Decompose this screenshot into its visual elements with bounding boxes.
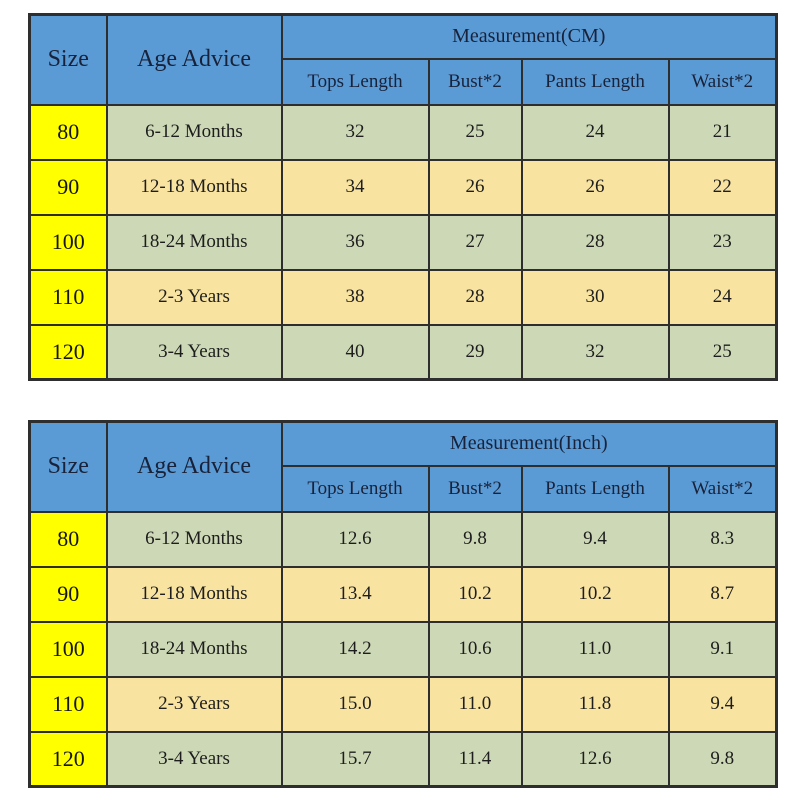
tops-length-column-header: Tops Length (280, 464, 430, 513)
measurement-inch-header: Measurement(Inch) (280, 420, 778, 467)
measurement-value-cell: 24 (667, 268, 778, 326)
age-advice-cell: 18-24 Months (105, 620, 283, 678)
measurement-value-cell: 9.8 (667, 730, 778, 788)
measurement-value-cell: 11.0 (427, 675, 523, 733)
table-row: 110 2-3 Years 38 28 30 24 (28, 268, 778, 326)
measurement-value-cell: 11.4 (427, 730, 523, 788)
measurement-value-cell: 25 (427, 103, 523, 161)
table-row: 90 12-18 Months 13.4 10.2 10.2 8.7 (28, 565, 778, 623)
waist-column-header: Waist*2 (667, 57, 778, 106)
measurement-value-cell: 11.8 (520, 675, 670, 733)
age-advice-cell: 12-18 Months (105, 565, 283, 623)
age-advice-cell: 6-12 Months (105, 103, 283, 161)
measurement-value-cell: 28 (520, 213, 670, 271)
measurement-value-cell: 9.4 (667, 675, 778, 733)
measurement-value-cell: 26 (427, 158, 523, 216)
measurement-value-cell: 23 (667, 213, 778, 271)
age-advice-cell: 3-4 Years (105, 323, 283, 381)
measurement-value-cell: 38 (280, 268, 430, 326)
table-row: 100 18-24 Months 36 27 28 23 (28, 213, 778, 271)
measurement-value-cell: 10.6 (427, 620, 523, 678)
measurement-value-cell: 8.7 (667, 565, 778, 623)
table-row: 80 6-12 Months 12.6 9.8 9.4 8.3 (28, 510, 778, 568)
age-advice-column-header: Age Advice (105, 420, 283, 513)
measurement-value-cell: 27 (427, 213, 523, 271)
header-row-measurement: Size Age Advice Measurement(Inch) (28, 420, 778, 513)
bust-column-header: Bust*2 (427, 57, 523, 106)
measurement-value-cell: 25 (667, 323, 778, 381)
table-row: 80 6-12 Months 32 25 24 21 (28, 103, 778, 161)
measurement-value-cell: 10.2 (520, 565, 670, 623)
measurement-value-cell: 12.6 (280, 510, 430, 568)
size-cell: 120 (28, 730, 108, 788)
table-row: 110 2-3 Years 15.0 11.0 11.8 9.4 (28, 675, 778, 733)
age-advice-cell: 18-24 Months (105, 213, 283, 271)
bust-column-header: Bust*2 (427, 464, 523, 513)
waist-column-header: Waist*2 (667, 464, 778, 513)
pants-length-column-header: Pants Length (520, 464, 670, 513)
measurement-value-cell: 26 (520, 158, 670, 216)
size-column-header: Size (28, 420, 108, 513)
measurement-value-cell: 32 (520, 323, 670, 381)
tops-length-column-header: Tops Length (280, 57, 430, 106)
measurement-value-cell: 30 (520, 268, 670, 326)
size-cell: 80 (28, 103, 108, 161)
age-advice-cell: 2-3 Years (105, 675, 283, 733)
size-cell: 90 (28, 158, 108, 216)
size-cell: 120 (28, 323, 108, 381)
age-advice-cell: 12-18 Months (105, 158, 283, 216)
age-advice-column-header: Age Advice (105, 13, 283, 106)
size-cell: 100 (28, 620, 108, 678)
table-row: 120 3-4 Years 15.7 11.4 12.6 9.8 (28, 730, 778, 788)
measurement-value-cell: 28 (427, 268, 523, 326)
header-row-subcolumns: Tops Length Bust*2 Pants Length Waist*2 (30, 464, 778, 513)
measurement-value-cell: 15.7 (280, 730, 430, 788)
size-column-header: Size (28, 13, 108, 106)
measurement-value-cell: 36 (280, 213, 430, 271)
measurement-value-cell: 11.0 (520, 620, 670, 678)
size-cell: 100 (28, 213, 108, 271)
measurement-value-cell: 15.0 (280, 675, 430, 733)
measurement-value-cell: 32 (280, 103, 430, 161)
measurement-value-cell: 21 (667, 103, 778, 161)
header-row-measurement: Size Age Advice Measurement(CM) (28, 13, 778, 106)
table-row: 90 12-18 Months 34 26 26 22 (28, 158, 778, 216)
table-row: 100 18-24 Months 14.2 10.6 11.0 9.1 (28, 620, 778, 678)
size-cell: 110 (28, 268, 108, 326)
measurement-cm-header: Measurement(CM) (280, 13, 778, 60)
measurement-value-cell: 22 (667, 158, 778, 216)
age-advice-cell: 6-12 Months (105, 510, 283, 568)
age-advice-cell: 2-3 Years (105, 268, 283, 326)
size-cell: 110 (28, 675, 108, 733)
table-row: 120 3-4 Years 40 29 32 25 (28, 323, 778, 381)
measurement-value-cell: 40 (280, 323, 430, 381)
size-cell: 90 (28, 565, 108, 623)
size-cell: 80 (28, 510, 108, 568)
measurement-value-cell: 9.4 (520, 510, 670, 568)
measurement-value-cell: 24 (520, 103, 670, 161)
age-advice-cell: 3-4 Years (105, 730, 283, 788)
header-row-subcolumns: Tops Length Bust*2 Pants Length Waist*2 (30, 57, 778, 106)
measurement-value-cell: 34 (280, 158, 430, 216)
size-chart-table-inch: Size Age Advice Measurement(Inch) Tops L… (28, 420, 779, 788)
measurement-value-cell: 9.8 (427, 510, 523, 568)
measurement-value-cell: 13.4 (280, 565, 430, 623)
measurement-value-cell: 12.6 (520, 730, 670, 788)
size-chart-table-cm: Size Age Advice Measurement(CM) Tops Len… (28, 13, 779, 381)
measurement-value-cell: 9.1 (667, 620, 778, 678)
measurement-value-cell: 10.2 (427, 565, 523, 623)
pants-length-column-header: Pants Length (520, 57, 670, 106)
measurement-value-cell: 8.3 (667, 510, 778, 568)
measurement-value-cell: 14.2 (280, 620, 430, 678)
measurement-value-cell: 29 (427, 323, 523, 381)
